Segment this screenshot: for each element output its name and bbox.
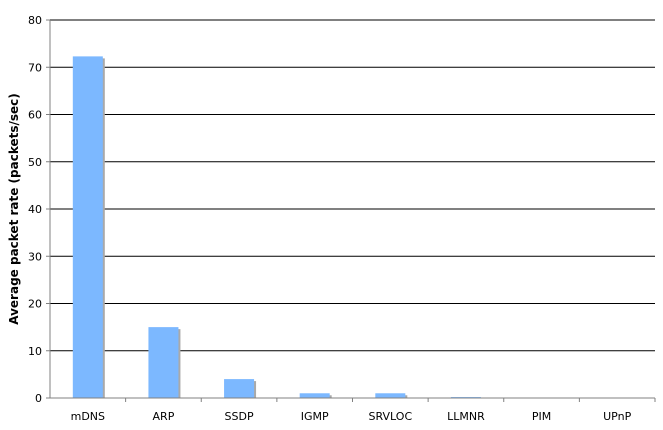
axes <box>46 19 656 402</box>
x-tick-label-arp: ARP <box>153 410 175 423</box>
y-tick-label: 40 <box>28 203 42 216</box>
y-tick-label: 0 <box>35 392 42 405</box>
x-tick-label-mdns: mDNS <box>71 410 105 423</box>
bar-igmp <box>299 393 330 398</box>
bar-mdns <box>72 56 103 398</box>
bars <box>72 56 633 398</box>
y-tick-label: 20 <box>28 298 42 311</box>
x-tick-label-upnp: UPnP <box>603 410 631 423</box>
x-tick-label-srvloc: SRVLOC <box>369 410 413 423</box>
bar-ssdp <box>224 379 255 398</box>
y-tick-label: 70 <box>28 61 42 74</box>
x-tick-label-llmnr: LLMNR <box>447 410 485 423</box>
x-tick-label-igmp: IGMP <box>301 410 329 423</box>
y-tick-labels: 0 10 20 30 40 50 60 70 80 <box>28 14 42 405</box>
bar-srvloc <box>375 393 406 398</box>
y-tick-label: 50 <box>28 156 42 169</box>
y-tick-label: 30 <box>28 250 42 263</box>
x-tick-label-ssdp: SSDP <box>225 410 254 423</box>
y-tick-label: 80 <box>28 14 42 27</box>
x-tick-label-pim: PIM <box>532 410 551 423</box>
gridlines <box>50 19 655 352</box>
y-tick-label: 60 <box>28 109 42 122</box>
y-tick-label: 10 <box>28 345 42 358</box>
x-tick-labels: mDNS ARP SSDP IGMP SRVLOC LLMNR PIM UPnP <box>71 410 632 423</box>
y-axis-title: Average packet rate (packets/sec) <box>7 93 21 325</box>
bar-arp <box>148 327 179 398</box>
